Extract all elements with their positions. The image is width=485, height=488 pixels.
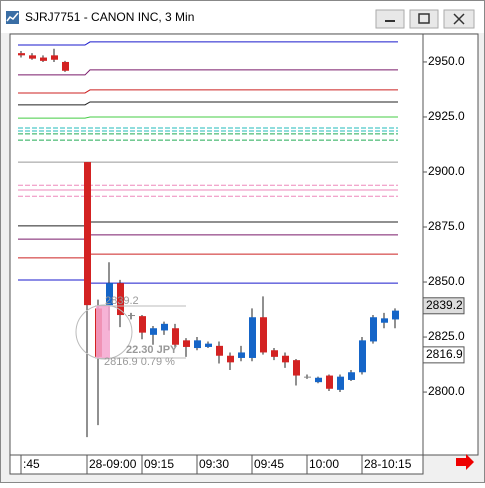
candle-body <box>348 372 355 380</box>
candle-body <box>227 355 234 363</box>
maximize-button[interactable] <box>409 9 439 29</box>
x-tick-label: 09:45 <box>254 457 284 471</box>
candle-body <box>62 61 69 71</box>
candle-body <box>205 343 212 347</box>
candle-body <box>260 317 267 353</box>
y-tick-label: 2925.0 <box>428 109 465 123</box>
level-line <box>18 101 398 106</box>
candle-body <box>40 57 47 61</box>
price-axis <box>422 33 479 456</box>
x-tick-label: 09:30 <box>199 457 229 471</box>
candle-body <box>326 375 333 389</box>
window-title: SJRJ7751 - CANON INC, 3 Min <box>25 10 194 24</box>
level-line <box>18 69 398 76</box>
plot-area <box>9 33 424 456</box>
price-tag <box>422 297 465 315</box>
measure-highlight <box>96 306 110 358</box>
candle-body <box>128 315 135 317</box>
scroll-arrow[interactable] <box>456 454 474 470</box>
candle-body <box>18 53 25 56</box>
price-tag <box>422 346 465 364</box>
candle-body <box>370 317 377 342</box>
candle-body <box>359 340 366 373</box>
level-line <box>18 89 398 94</box>
measure-tool <box>75 304 186 360</box>
time-axis <box>9 454 424 475</box>
price-tag-label: 2839.2 <box>426 298 463 312</box>
y-tick-label: 2800.0 <box>428 384 465 398</box>
candle-body <box>392 310 399 320</box>
candle-body <box>304 376 311 378</box>
candle-body <box>172 328 179 345</box>
measure-label: 2839.2 <box>105 295 139 307</box>
candle-body <box>183 340 190 347</box>
x-tick-label: 09:15 <box>144 457 174 471</box>
y-tick-label: 2950.0 <box>428 54 465 68</box>
candle-body <box>84 162 91 306</box>
candle-body <box>271 350 278 357</box>
y-tick-label: 2875.0 <box>428 219 465 233</box>
app-icon-glyph <box>6 12 19 22</box>
candle-body <box>282 355 289 363</box>
candle-body <box>238 352 245 358</box>
measure-label: 2816.9 0.79 % <box>104 356 175 368</box>
close-glyph <box>453 13 465 25</box>
candle-body <box>106 283 113 306</box>
candle-body <box>293 360 300 376</box>
y-tick-label: 2850.0 <box>428 274 465 288</box>
candle-body <box>150 328 157 335</box>
level-line <box>18 41 398 46</box>
x-tick-label: 10:00 <box>309 457 339 471</box>
candle-body <box>249 317 256 358</box>
y-tick-label: 2825.0 <box>428 329 465 343</box>
candle-body <box>381 318 388 323</box>
candle-body <box>29 55 36 59</box>
candle-body <box>51 55 58 60</box>
candle-body <box>315 377 322 383</box>
candle-body <box>216 345 223 356</box>
maximize-glyph <box>418 13 430 24</box>
level-line <box>18 116 398 119</box>
measure-circle <box>75 304 133 360</box>
app-icon <box>6 11 19 24</box>
candle-body <box>337 376 344 390</box>
candle-body <box>194 340 201 349</box>
measure-label: 22.30 JPY <box>126 344 178 356</box>
candle-body <box>161 323 168 331</box>
x-tick-label: :45 <box>23 457 40 471</box>
price-tag-label: 2816.9 <box>426 347 463 361</box>
x-tick-label: 28-09:00 <box>89 457 137 471</box>
minimize-button[interactable] <box>375 9 405 29</box>
candle-body <box>139 316 146 333</box>
y-tick-label: 2900.0 <box>428 164 465 178</box>
candle-body <box>117 283 124 316</box>
x-tick-label: 28-10:15 <box>364 457 412 471</box>
